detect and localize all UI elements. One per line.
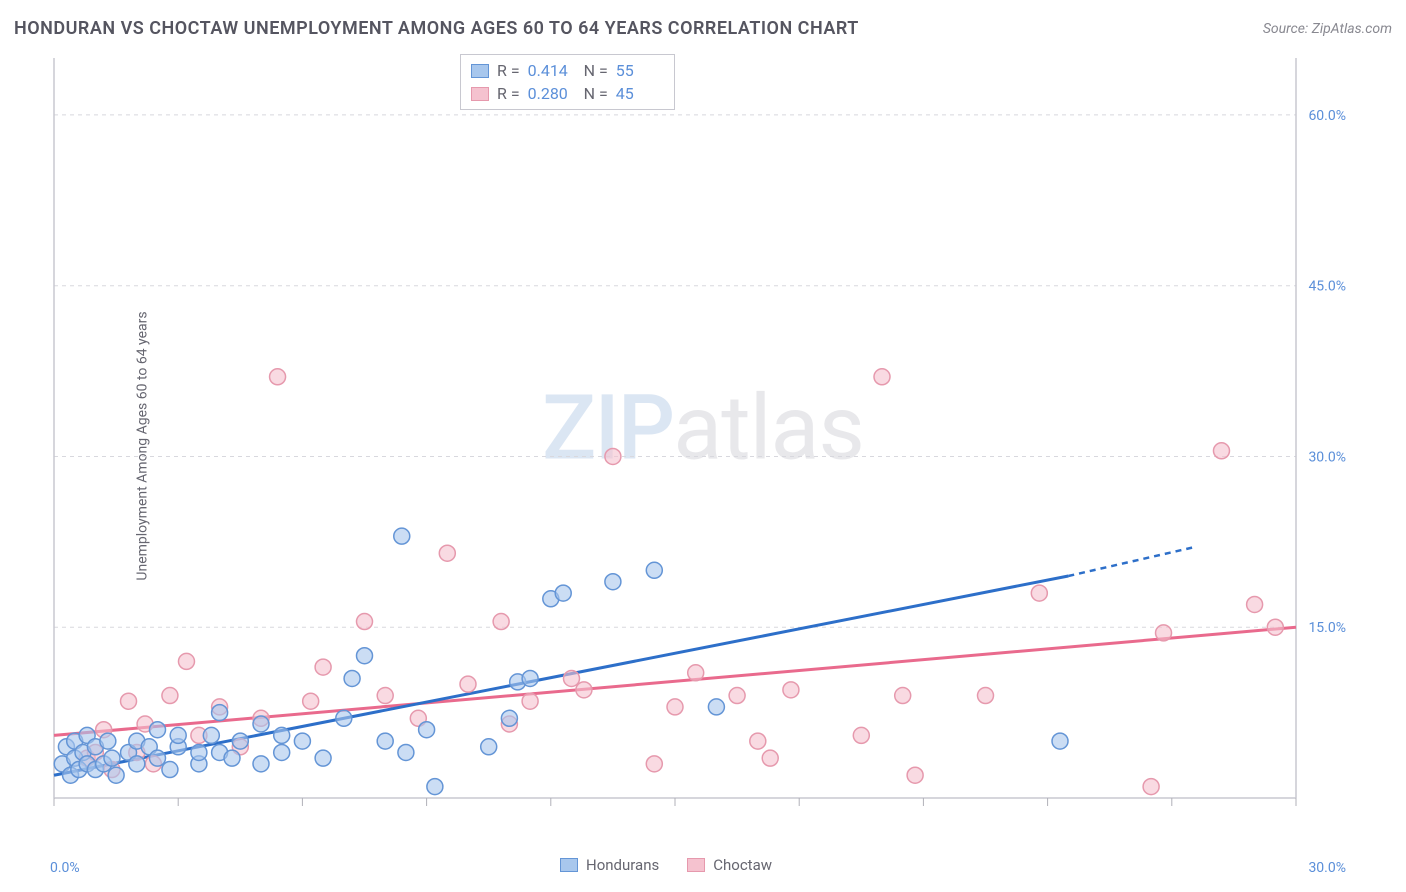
legend-label-hondurans: Hondurans — [586, 856, 659, 874]
legend-swatch-blue — [560, 858, 578, 872]
stat-r-hondurans: 0.414 — [528, 61, 576, 80]
legend-choctaw: Choctaw — [687, 856, 772, 874]
svg-text:60.0%: 60.0% — [1308, 108, 1346, 124]
scatter-plot: 15.0% 30.0% 45.0% 60.0% — [48, 50, 1348, 820]
chart-header: HONDURAN VS CHOCTAW UNEMPLOYMENT AMONG A… — [14, 18, 1392, 39]
svg-text:15.0%: 15.0% — [1308, 620, 1346, 636]
stat-label-n: N = — [584, 84, 608, 103]
stat-row-choctaw: R = 0.280 N = 45 — [471, 82, 664, 105]
svg-text:45.0%: 45.0% — [1308, 279, 1346, 295]
stat-n-hondurans: 55 — [616, 61, 664, 80]
swatch-pink — [471, 87, 489, 101]
stat-n-choctaw: 45 — [616, 84, 664, 103]
stat-row-hondurans: R = 0.414 N = 55 — [471, 59, 664, 82]
stat-label-r: R = — [497, 84, 520, 103]
legend-label-choctaw: Choctaw — [713, 856, 772, 874]
chart-title: HONDURAN VS CHOCTAW UNEMPLOYMENT AMONG A… — [14, 18, 859, 39]
correlation-stats-box: R = 0.414 N = 55 R = 0.280 N = 45 — [460, 54, 675, 110]
stat-r-choctaw: 0.280 — [528, 84, 576, 103]
legend-hondurans: Hondurans — [560, 856, 659, 874]
stat-label-n: N = — [584, 61, 608, 80]
svg-text:30.0%: 30.0% — [1308, 449, 1346, 465]
chart-source: Source: ZipAtlas.com — [1263, 21, 1392, 37]
legend-swatch-pink — [687, 858, 705, 872]
series-legend: Hondurans Choctaw — [560, 856, 772, 874]
x-axis-end: 30.0% — [1308, 860, 1346, 876]
plot-svg: 15.0% 30.0% 45.0% 60.0% — [48, 50, 1348, 820]
stat-label-r: R = — [497, 61, 520, 80]
swatch-blue — [471, 64, 489, 78]
x-axis-start: 0.0% — [50, 860, 80, 876]
